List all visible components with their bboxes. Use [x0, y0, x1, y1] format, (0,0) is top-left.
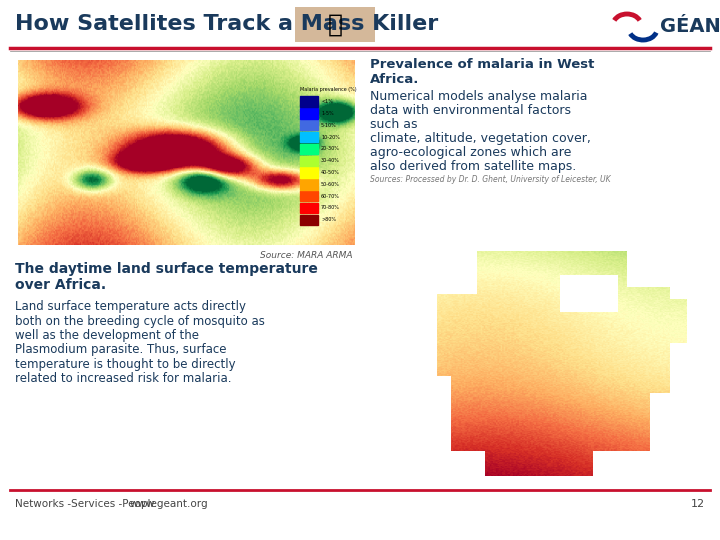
Text: over Africa.: over Africa. [15, 278, 106, 292]
Bar [300, 132, 318, 142]
Text: Land surface temperature acts directly: Land surface temperature acts directly [15, 300, 246, 313]
Text: climate, altitude, vegetation cover,: climate, altitude, vegetation cover, [370, 132, 591, 145]
Text: Networks -Services -People: Networks -Services -People [15, 499, 157, 509]
Bar [300, 203, 318, 213]
FancyBboxPatch shape [295, 7, 375, 42]
Text: 10-20%: 10-20% [321, 134, 340, 139]
Text: How Satellites Track a Mass Killer: How Satellites Track a Mass Killer [15, 14, 438, 34]
Text: 40-50%: 40-50% [321, 170, 340, 175]
Text: also derived from satellite maps.: also derived from satellite maps. [370, 160, 576, 173]
Text: both on the breeding cycle of mosquito as: both on the breeding cycle of mosquito a… [15, 314, 265, 327]
Text: Numerical models analyse malaria: Numerical models analyse malaria [370, 90, 588, 103]
Text: Plasmodium parasite. Thus, surface: Plasmodium parasite. Thus, surface [15, 343, 227, 356]
Text: Sources: Processed by Dr. D. Ghent, University of Leicester, UK: Sources: Processed by Dr. D. Ghent, Univ… [370, 175, 611, 184]
Text: 70-80%: 70-80% [321, 206, 340, 211]
Text: 1-5%: 1-5% [321, 111, 333, 116]
Text: 30-40%: 30-40% [321, 158, 340, 163]
Text: 12: 12 [691, 499, 705, 509]
Text: 🦟: 🦟 [328, 13, 343, 37]
Text: Source: MARA ARMA: Source: MARA ARMA [261, 251, 353, 260]
Bar [300, 108, 318, 119]
Text: 60-70%: 60-70% [321, 194, 340, 199]
Text: >80%: >80% [321, 217, 336, 222]
Bar [300, 179, 318, 190]
Text: <1%: <1% [321, 99, 333, 104]
Text: related to increased risk for malaria.: related to increased risk for malaria. [15, 373, 232, 386]
Bar [300, 144, 318, 154]
Text: GÉANT: GÉANT [660, 17, 720, 37]
Text: Prevalence of malaria in West: Prevalence of malaria in West [370, 58, 595, 71]
Text: 50-60%: 50-60% [321, 182, 340, 187]
Text: data with environmental factors: data with environmental factors [370, 104, 571, 117]
Bar [300, 156, 318, 166]
Text: such as: such as [370, 118, 418, 131]
Text: 5-10%: 5-10% [321, 123, 337, 128]
Text: agro-ecological zones which are: agro-ecological zones which are [370, 146, 572, 159]
Text: www.geant.org: www.geant.org [130, 499, 209, 509]
Bar [300, 214, 318, 225]
Text: The daytime land surface temperature: The daytime land surface temperature [15, 262, 318, 276]
Text: well as the development of the: well as the development of the [15, 329, 199, 342]
Bar [300, 97, 318, 107]
Text: temperature is thought to be directly: temperature is thought to be directly [15, 358, 235, 371]
Bar [300, 120, 318, 131]
Text: Malaria prevalence (%): Malaria prevalence (%) [300, 87, 356, 92]
Text: Africa.: Africa. [370, 73, 419, 86]
Bar [300, 191, 318, 201]
Text: 20-30%: 20-30% [321, 146, 340, 151]
Bar [300, 167, 318, 178]
